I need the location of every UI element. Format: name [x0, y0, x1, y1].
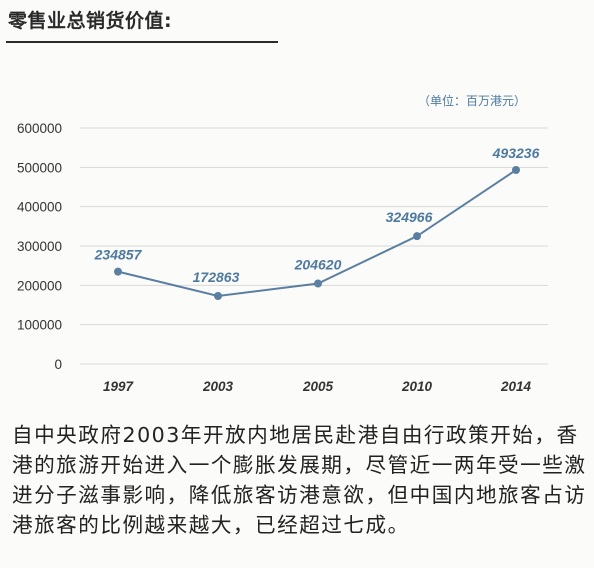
retail-sales-line-chart: 0 100000 200000 300000 400000 500000 600000 19… — [17, 121, 548, 394]
y-tick-label: 600000 — [17, 121, 62, 136]
x-tick-label: 2003 — [202, 379, 234, 394]
x-tick-label: 2005 — [302, 379, 334, 394]
y-tick-label: 200000 — [17, 278, 62, 293]
data-point — [512, 165, 520, 174]
x-tick-label: 2014 — [500, 379, 532, 394]
unit-note: （单位：百万港元） — [418, 94, 527, 108]
page-title: 零售业总销货价值: — [8, 10, 173, 32]
y-tick-label: 400000 — [17, 200, 62, 215]
y-tick-label: 100000 — [17, 318, 62, 333]
x-tick-label: 1997 — [103, 379, 135, 394]
y-tick-label: 300000 — [17, 239, 62, 254]
data-points — [114, 165, 520, 301]
y-tick-label: 0 — [54, 357, 62, 372]
y-axis-ticks: 0 100000 200000 300000 400000 500000 600000 — [17, 121, 62, 372]
x-axis-ticks: 1997 2003 2005 2010 2014 — [103, 379, 532, 394]
data-point — [214, 292, 222, 301]
caption-paragraph: 自中央政府2003年开放内地居民赴港自由行政策开始，香港的旅游开始进入一个膨胀发… — [12, 423, 587, 537]
title-underline — [6, 41, 278, 43]
x-tick-label: 2010 — [401, 379, 433, 394]
data-labels: 234857 172863 204620 324966 493236 — [94, 145, 540, 285]
data-point — [114, 267, 122, 276]
data-point — [314, 279, 322, 288]
data-point — [413, 232, 421, 241]
chart-grid — [80, 127, 548, 365]
data-label: 324966 — [386, 209, 433, 225]
data-label: 204620 — [294, 257, 342, 273]
data-label: 493236 — [492, 145, 540, 161]
series-line — [117, 169, 517, 298]
y-tick-label: 500000 — [17, 160, 62, 175]
data-label: 172863 — [193, 269, 240, 285]
data-label: 234857 — [94, 247, 143, 263]
